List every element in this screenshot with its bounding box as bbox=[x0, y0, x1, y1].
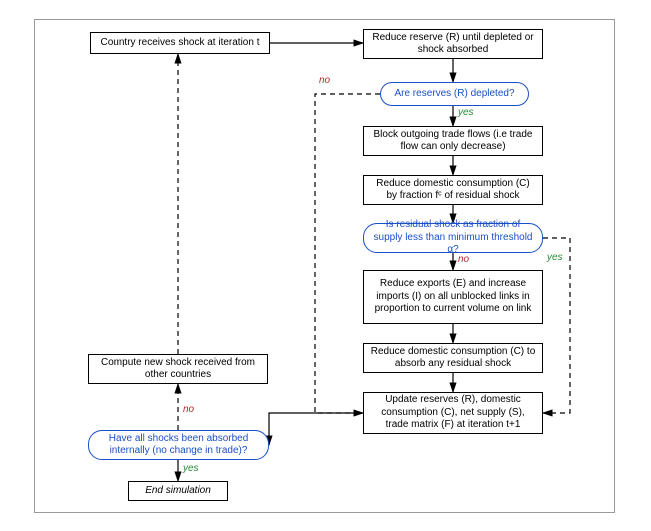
node-label: Have all shocks been absorbed internally… bbox=[95, 433, 262, 458]
edge-label-no: no bbox=[319, 75, 330, 86]
node-label: Compute new shock received from other co… bbox=[95, 357, 261, 382]
edge-update-decAbsorbed bbox=[269, 413, 363, 445]
edge-label-no: no bbox=[183, 404, 194, 415]
diagram-canvas: Country receives shock at iteration t Re… bbox=[0, 0, 651, 531]
node-decision-alpha-threshold: Is residual shock as fraction of supply … bbox=[363, 223, 543, 253]
edge-decAlpha-update bbox=[543, 238, 570, 413]
node-reduce-consumption-fc: Reduce domestic consumption (C) by fract… bbox=[363, 175, 543, 205]
node-reduce-exports-increase-imports: Reduce exports (E) and increase imports … bbox=[363, 270, 543, 324]
diagram-frame: Country receives shock at iteration t Re… bbox=[34, 19, 615, 513]
node-label: Reduce domestic consumption (C) to absor… bbox=[370, 346, 536, 371]
node-label: Country receives shock at iteration t bbox=[101, 37, 260, 50]
node-label: End simulation bbox=[145, 485, 211, 498]
node-decision-shocks-absorbed: Have all shocks been absorbed internally… bbox=[88, 430, 269, 460]
node-reduce-consumption-residual: Reduce domestic consumption (C) to absor… bbox=[363, 343, 543, 373]
node-decision-reserves-depleted: Are reserves (R) depleted? bbox=[380, 82, 529, 106]
node-label: Are reserves (R) depleted? bbox=[394, 88, 514, 101]
node-label: Reduce reserve (R) until depleted or sho… bbox=[370, 32, 536, 57]
node-reduce-reserve: Reduce reserve (R) until depleted or sho… bbox=[363, 29, 543, 59]
edge-label-yes: yes bbox=[183, 463, 199, 474]
node-start-shock: Country receives shock at iteration t bbox=[90, 32, 270, 54]
node-label: Update reserves (R), domestic consumptio… bbox=[370, 394, 536, 432]
node-label: Reduce domestic consumption (C) by fract… bbox=[370, 178, 536, 203]
node-end-simulation: End simulation bbox=[128, 481, 228, 501]
edge-label-yes: yes bbox=[547, 252, 563, 263]
node-label: Reduce exports (E) and increase imports … bbox=[370, 278, 536, 316]
edge-label-no: no bbox=[458, 254, 469, 265]
edge-label-yes: yes bbox=[458, 107, 474, 118]
node-compute-new-shock: Compute new shock received from other co… bbox=[88, 354, 268, 384]
node-label: Block outgoing trade flows (i.e trade fl… bbox=[370, 129, 536, 154]
node-update-state: Update reserves (R), domestic consumptio… bbox=[363, 392, 543, 434]
node-label: Is residual shock as fraction of supply … bbox=[370, 219, 536, 257]
node-block-trade-flows: Block outgoing trade flows (i.e trade fl… bbox=[363, 126, 543, 156]
